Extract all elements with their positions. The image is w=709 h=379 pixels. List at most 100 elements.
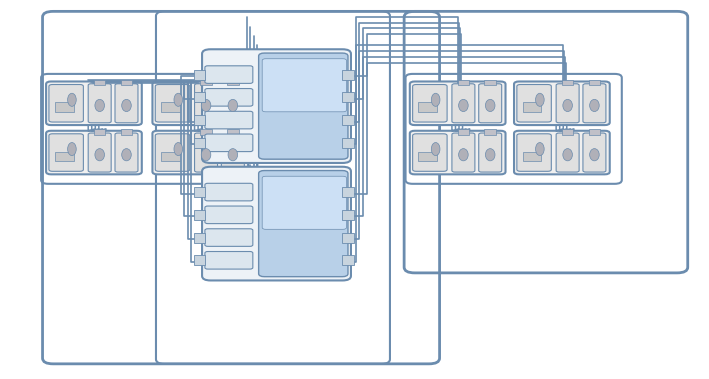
FancyBboxPatch shape <box>205 134 253 152</box>
FancyBboxPatch shape <box>46 131 142 174</box>
FancyBboxPatch shape <box>115 133 138 172</box>
FancyBboxPatch shape <box>205 229 253 246</box>
FancyBboxPatch shape <box>194 133 218 172</box>
Bar <box>194 138 205 148</box>
Bar <box>121 80 132 85</box>
FancyBboxPatch shape <box>259 171 348 277</box>
Bar <box>484 129 496 135</box>
FancyBboxPatch shape <box>479 84 502 123</box>
Ellipse shape <box>563 149 572 161</box>
FancyBboxPatch shape <box>452 84 475 123</box>
Bar <box>418 102 437 112</box>
FancyBboxPatch shape <box>205 89 253 106</box>
Ellipse shape <box>201 149 211 161</box>
FancyBboxPatch shape <box>152 81 248 125</box>
Bar <box>121 129 132 135</box>
Ellipse shape <box>122 99 131 111</box>
Bar <box>200 80 212 85</box>
Bar <box>55 152 74 161</box>
Bar <box>194 187 205 197</box>
FancyBboxPatch shape <box>514 131 610 174</box>
FancyBboxPatch shape <box>479 133 502 172</box>
FancyBboxPatch shape <box>155 85 190 122</box>
Ellipse shape <box>563 99 572 111</box>
Ellipse shape <box>174 143 183 156</box>
Ellipse shape <box>174 93 183 106</box>
Ellipse shape <box>431 93 440 106</box>
FancyBboxPatch shape <box>452 133 475 172</box>
Bar <box>523 102 542 112</box>
Bar <box>562 80 574 85</box>
Ellipse shape <box>67 93 77 106</box>
Ellipse shape <box>590 149 599 161</box>
FancyBboxPatch shape <box>410 81 506 125</box>
FancyBboxPatch shape <box>583 84 606 123</box>
Bar <box>342 70 354 80</box>
FancyBboxPatch shape <box>205 66 253 83</box>
Bar <box>342 115 354 125</box>
Bar <box>194 233 205 243</box>
Ellipse shape <box>201 99 211 111</box>
Ellipse shape <box>228 99 238 111</box>
FancyBboxPatch shape <box>517 134 552 171</box>
Bar <box>194 115 205 125</box>
Ellipse shape <box>67 143 77 156</box>
FancyBboxPatch shape <box>410 131 506 174</box>
Bar <box>194 70 205 80</box>
Bar <box>342 138 354 148</box>
FancyBboxPatch shape <box>205 183 253 201</box>
FancyBboxPatch shape <box>205 111 253 129</box>
FancyBboxPatch shape <box>262 176 347 229</box>
FancyBboxPatch shape <box>259 53 348 159</box>
Bar <box>227 80 238 85</box>
Bar <box>342 255 354 265</box>
FancyBboxPatch shape <box>49 85 84 122</box>
FancyBboxPatch shape <box>514 81 610 125</box>
Bar <box>194 92 205 102</box>
FancyBboxPatch shape <box>115 84 138 123</box>
Ellipse shape <box>431 143 440 156</box>
FancyBboxPatch shape <box>46 81 142 125</box>
Ellipse shape <box>122 149 131 161</box>
Bar <box>562 129 574 135</box>
Ellipse shape <box>459 149 468 161</box>
Ellipse shape <box>535 143 545 156</box>
Bar <box>94 80 106 85</box>
FancyBboxPatch shape <box>88 133 111 172</box>
FancyBboxPatch shape <box>413 134 447 171</box>
FancyBboxPatch shape <box>155 134 190 171</box>
FancyBboxPatch shape <box>205 206 253 224</box>
Ellipse shape <box>486 99 495 111</box>
Bar <box>458 129 469 135</box>
Ellipse shape <box>95 99 104 111</box>
Bar <box>194 255 205 265</box>
FancyBboxPatch shape <box>152 131 248 174</box>
Ellipse shape <box>228 149 238 161</box>
Bar <box>588 80 601 85</box>
Bar <box>523 152 542 161</box>
FancyBboxPatch shape <box>583 133 606 172</box>
FancyBboxPatch shape <box>556 84 579 123</box>
FancyBboxPatch shape <box>49 134 84 171</box>
Bar <box>484 80 496 85</box>
FancyBboxPatch shape <box>413 85 447 122</box>
FancyBboxPatch shape <box>88 84 111 123</box>
Bar <box>342 210 354 220</box>
Bar <box>588 129 601 135</box>
Bar <box>194 210 205 220</box>
Bar <box>342 233 354 243</box>
Ellipse shape <box>486 149 495 161</box>
FancyBboxPatch shape <box>262 59 347 112</box>
Ellipse shape <box>590 99 599 111</box>
Ellipse shape <box>95 149 104 161</box>
Ellipse shape <box>535 93 545 106</box>
FancyBboxPatch shape <box>205 252 253 269</box>
FancyBboxPatch shape <box>221 84 245 123</box>
Bar <box>200 129 212 135</box>
Bar <box>342 187 354 197</box>
Bar <box>161 102 180 112</box>
Bar <box>458 80 469 85</box>
Ellipse shape <box>459 99 468 111</box>
Bar <box>227 129 238 135</box>
FancyBboxPatch shape <box>194 84 218 123</box>
